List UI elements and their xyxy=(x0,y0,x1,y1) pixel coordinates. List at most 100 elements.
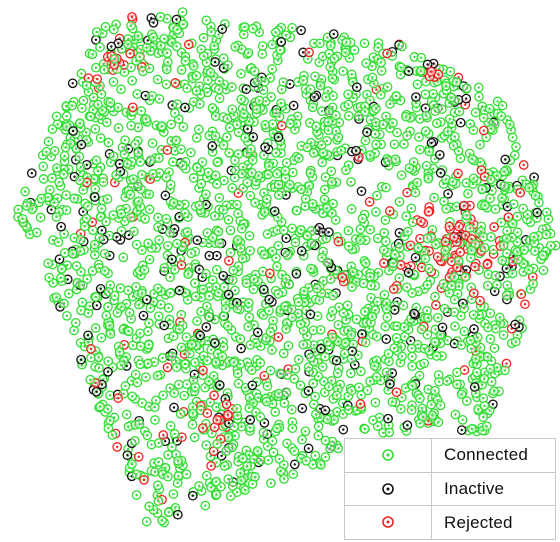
point-connected xyxy=(415,393,425,404)
point-connected xyxy=(177,7,188,17)
point-connected xyxy=(490,204,501,215)
point-connected xyxy=(371,139,381,150)
point-connected xyxy=(466,343,477,354)
point-connected xyxy=(440,245,451,256)
point-connected xyxy=(278,77,289,87)
point-inactive xyxy=(331,355,342,366)
point-connected xyxy=(170,108,180,119)
point-inactive xyxy=(91,300,102,311)
point-connected xyxy=(69,193,80,204)
point-connected xyxy=(507,218,518,229)
point-connected xyxy=(323,117,333,127)
point-connected xyxy=(173,455,183,466)
point-connected xyxy=(135,359,146,370)
point-connected xyxy=(310,450,321,461)
point-connected xyxy=(407,381,418,391)
point-connected xyxy=(155,299,166,310)
point-connected xyxy=(422,313,433,323)
legend: Connected Inactive Rejected xyxy=(344,438,556,540)
point-connected xyxy=(545,240,556,251)
point-inactive xyxy=(403,267,414,278)
point-connected xyxy=(478,393,489,404)
point-connected xyxy=(391,333,402,343)
point-connected xyxy=(307,102,318,113)
point-connected xyxy=(94,363,104,373)
point-connected xyxy=(227,104,238,115)
point-connected xyxy=(123,285,133,296)
point-connected xyxy=(168,331,179,342)
inactive-marker-icon xyxy=(382,482,394,495)
point-connected xyxy=(278,225,289,236)
point-inactive xyxy=(296,246,307,256)
point-inactive xyxy=(148,17,159,28)
point-inactive xyxy=(381,334,392,344)
point-connected xyxy=(103,137,114,148)
point-connected xyxy=(163,240,173,251)
point-connected xyxy=(212,439,222,449)
point-inactive xyxy=(338,424,349,435)
point-connected xyxy=(218,140,229,151)
point-connected xyxy=(293,354,304,365)
point-connected xyxy=(378,245,389,255)
point-connected xyxy=(379,228,390,238)
point-connected xyxy=(79,221,90,232)
point-connected xyxy=(246,365,257,375)
point-connected xyxy=(397,351,407,362)
point-connected xyxy=(235,243,246,254)
point-connected xyxy=(322,257,332,267)
point-connected xyxy=(454,106,465,117)
point-connected xyxy=(351,314,362,325)
point-connected xyxy=(404,163,415,173)
point-connected xyxy=(232,199,242,210)
point-connected xyxy=(90,184,101,194)
point-connected xyxy=(510,336,521,347)
point-connected xyxy=(389,139,400,150)
point-connected xyxy=(270,407,281,417)
point-connected xyxy=(380,321,391,332)
point-connected xyxy=(320,351,330,362)
point-rejected xyxy=(127,12,137,22)
point-connected xyxy=(49,146,60,156)
point-inactive xyxy=(389,305,400,315)
point-rejected xyxy=(388,284,399,294)
point-connected xyxy=(360,306,370,317)
point-connected xyxy=(422,280,433,290)
point-rejected xyxy=(382,48,392,59)
point-rejected xyxy=(459,200,470,211)
point-connected xyxy=(165,272,175,283)
point-connected xyxy=(452,367,462,378)
point-connected xyxy=(434,376,444,387)
point-connected xyxy=(331,110,341,121)
point-connected xyxy=(133,31,144,41)
point-connected xyxy=(343,89,353,100)
point-inactive xyxy=(248,132,259,142)
point-connected xyxy=(497,255,508,266)
point-connected xyxy=(305,168,316,178)
point-connected xyxy=(290,237,301,248)
point-connected xyxy=(165,421,176,431)
point-connected xyxy=(387,397,398,407)
point-connected xyxy=(413,242,424,253)
point-rejected xyxy=(127,102,138,113)
point-connected xyxy=(225,247,236,258)
point-connected xyxy=(184,348,195,359)
point-connected xyxy=(327,332,338,343)
point-connected xyxy=(276,98,286,109)
point-connected xyxy=(245,422,255,433)
point-connected xyxy=(459,326,470,337)
point-connected xyxy=(260,120,271,130)
point-rejected xyxy=(264,268,275,279)
point-connected xyxy=(356,390,367,400)
point-connected xyxy=(113,102,123,113)
point-connected xyxy=(243,321,254,332)
point-connected xyxy=(371,103,381,114)
point-connected xyxy=(67,248,78,259)
point-connected xyxy=(406,405,417,416)
point-connected xyxy=(265,327,276,338)
point-connected xyxy=(278,348,289,359)
point-connected xyxy=(125,189,136,200)
point-inactive xyxy=(410,252,421,263)
point-connected xyxy=(103,423,114,434)
point-connected xyxy=(273,190,284,200)
point-rejected xyxy=(223,409,233,420)
